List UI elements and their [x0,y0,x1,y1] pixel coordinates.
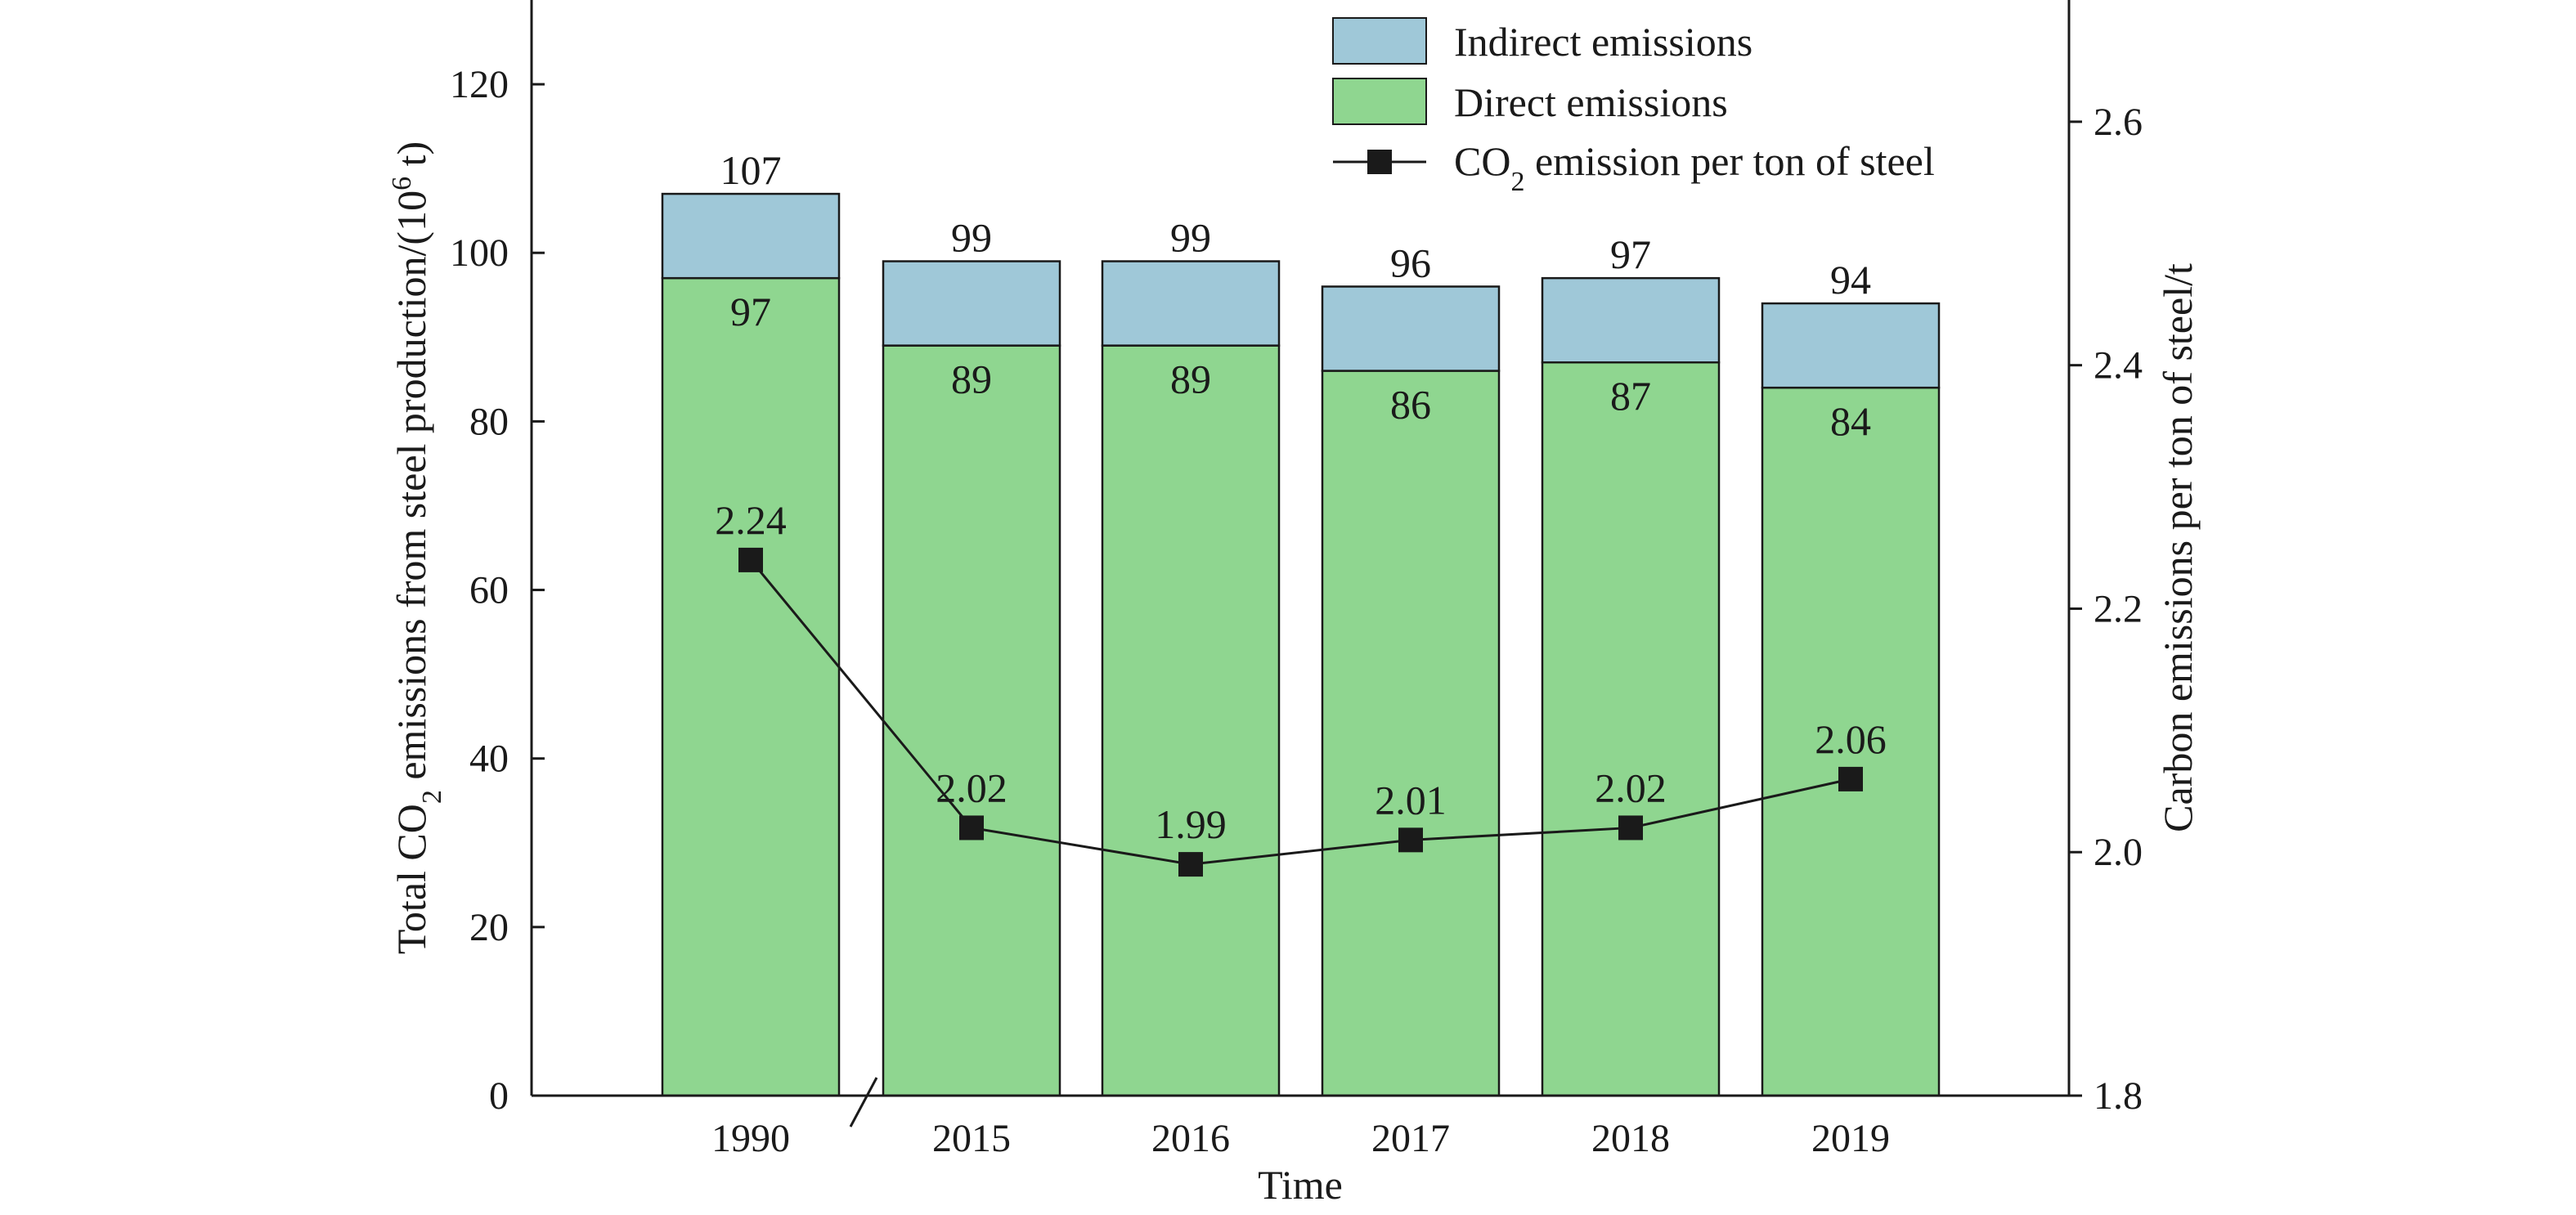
total-label-2016: 99 [1170,215,1211,261]
line-marker-2017 [1398,827,1423,853]
line-label-2018: 2.02 [1595,764,1667,810]
legend-marker-swatch [1367,150,1392,174]
direct-label-2015: 89 [951,356,992,402]
line-label-2016: 1.99 [1155,801,1227,847]
bar-indirect-2017 [1321,285,1501,372]
direct-label-2018: 87 [1610,373,1651,419]
line-marker-2019 [1838,766,1863,791]
line-layer: 2.24 2.02 1.99 2.01 2.02 2.06 [715,497,1887,877]
x-tick-label-2016: 2016 [1151,1117,1230,1160]
y-tick-label-100: 100 [450,231,509,275]
y-tick-label-60: 60 [469,569,509,612]
direct-label-2017: 86 [1390,382,1431,428]
x-axis-title: Time [1258,1162,1343,1208]
legend-swatch-direct [1332,78,1427,125]
y-tick-label-120: 120 [450,63,509,106]
bar-indirect-2019 [1761,302,1941,389]
x-tick-label-2015: 2015 [932,1117,1011,1160]
x-tick-label-2017: 2017 [1371,1117,1450,1160]
bar-indirect-1990 [661,192,841,280]
y2-axis-title: Carbon emissions per ton of steel/t [2155,263,2201,832]
y-tick-label-80: 80 [469,400,509,443]
bar-indirect-2018 [1541,276,1721,364]
bar-direct-2019 [1761,386,1941,1097]
bar-direct-2018 [1541,361,1721,1097]
y-tick-label-0: 0 [489,1074,509,1118]
line-marker-2015 [959,815,984,841]
total-label-2017: 96 [1390,240,1431,285]
line-marker-2018 [1618,815,1643,841]
direct-label-1990: 97 [730,289,771,334]
legend-label-direct: Direct emissions [1454,79,1728,125]
total-label-2015: 99 [951,215,992,261]
y2-tick-label-2.0: 2.0 [2094,831,2143,874]
line-label-2017: 2.01 [1375,777,1447,823]
y-tick-label-20: 20 [469,906,509,949]
line-marker-1990 [738,547,763,572]
y2-tick-label-2.6: 2.6 [2094,101,2143,144]
line-series-path [749,558,1851,866]
axis-break-mark [849,1077,878,1128]
y2-tick-label-1.8: 1.8 [2094,1074,2143,1118]
total-label-2018: 97 [1610,231,1651,277]
x-tick-label-2018: 2018 [1591,1117,1670,1160]
y-tick-label-40: 40 [469,738,509,781]
legend-label-line: CO2 emission per ton of steel [1454,138,1935,197]
x-tick-label-2019: 2019 [1811,1117,1890,1160]
line-label-1990: 2.24 [715,497,787,543]
legend-swatch-indirect [1332,17,1427,65]
direct-label-2016: 89 [1170,356,1211,402]
bar-direct-1990 [661,276,841,1097]
direct-label-2019: 84 [1830,398,1871,444]
axes-layer: 0 20 40 60 80 100 120 1.8 2.0 2.2 2.4 2.6 1990 2015 20… [450,0,2143,1160]
line-marker-2016 [1178,852,1203,877]
total-label-2019: 94 [1830,257,1871,303]
bar-direct-2017 [1321,370,1501,1097]
bar-indirect-2015 [882,260,1061,347]
bars-layer: 107 97 99 89 99 89 96 86 97 87 94 84 [661,147,1941,1097]
line-label-2019: 2.06 [1815,716,1887,762]
legend: Indirect emissions Direct emissions CO2 … [1332,17,1935,197]
total-label-1990: 107 [720,147,782,193]
legend-label-indirect: Indirect emissions [1454,19,1752,65]
bar-indirect-2016 [1101,260,1281,347]
y-axis-title: Total CO2 emissions from steel productio… [387,141,447,954]
y2-tick-label-2.2: 2.2 [2094,587,2143,630]
x-tick-label-1990: 1990 [711,1117,790,1160]
line-label-2015: 2.02 [936,764,1008,810]
bar-direct-2016 [1101,344,1281,1097]
bar-direct-2015 [882,344,1061,1097]
y2-tick-label-2.4: 2.4 [2094,344,2143,388]
